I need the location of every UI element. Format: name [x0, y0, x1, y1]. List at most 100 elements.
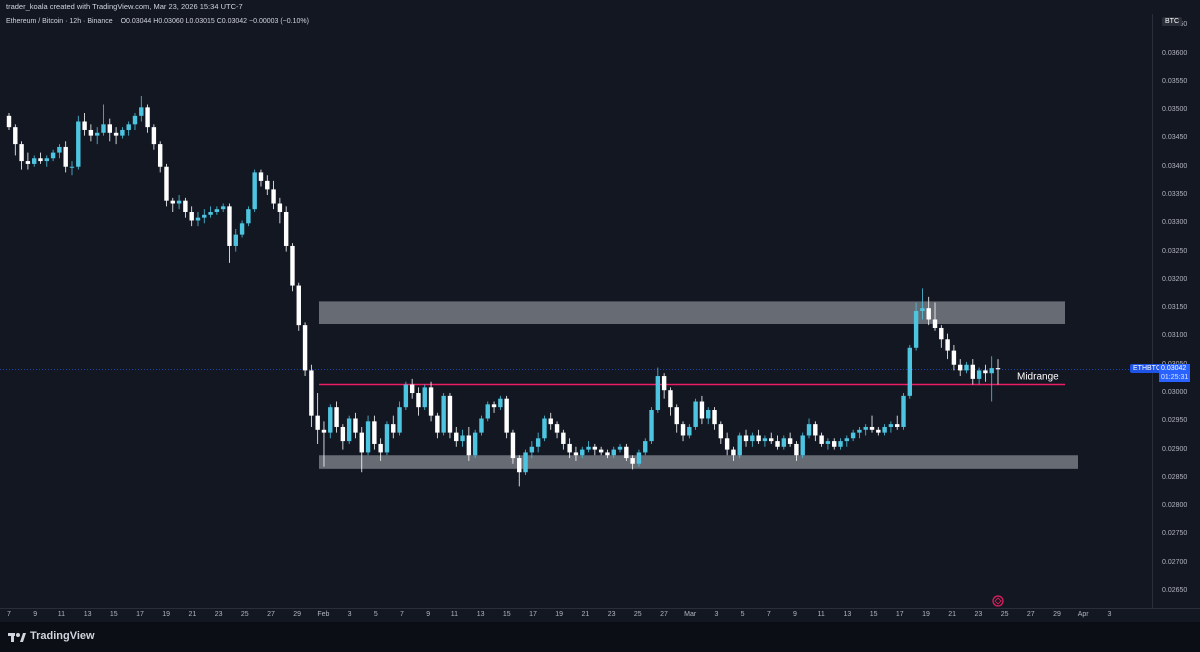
candle[interactable] [378, 438, 383, 461]
candle[interactable] [328, 404, 333, 439]
candle[interactable] [693, 398, 698, 430]
candle[interactable] [989, 356, 994, 402]
candle[interactable] [132, 113, 138, 130]
candle[interactable] [25, 152, 31, 170]
candle[interactable] [888, 421, 894, 433]
candle[interactable] [63, 141, 68, 173]
candle[interactable] [813, 421, 818, 442]
time-axis[interactable]: 7 9 11 13 15 17 19 21 23 25 27 29 Feb 3 5 7 9 11 13 15 17 19 2… [0, 608, 1200, 623]
candle[interactable] [649, 407, 654, 444]
candle[interactable] [57, 144, 62, 159]
candle[interactable] [775, 435, 780, 450]
candle[interactable] [743, 429, 749, 447]
candle[interactable] [554, 421, 560, 439]
candle[interactable] [372, 415, 377, 450]
candle[interactable] [750, 432, 755, 447]
candle[interactable] [454, 426, 459, 447]
candle[interactable] [183, 197, 188, 218]
candle[interactable] [164, 163, 169, 207]
candle[interactable] [769, 432, 774, 444]
candle[interactable] [409, 378, 415, 399]
candle[interactable] [756, 429, 761, 444]
candle[interactable] [523, 449, 528, 476]
candle[interactable] [504, 395, 509, 439]
candle[interactable] [69, 161, 75, 176]
candle[interactable] [359, 426, 364, 473]
candle[interactable] [617, 443, 623, 453]
candle[interactable] [6, 113, 12, 130]
candle[interactable] [170, 197, 175, 212]
candle[interactable] [460, 429, 465, 447]
candle[interactable] [781, 435, 787, 450]
price-axis[interactable]: 0.036500.036000.035500.035000.034500.034… [1152, 14, 1200, 608]
candle[interactable] [50, 149, 56, 162]
candle[interactable] [365, 415, 371, 456]
candle[interactable] [120, 127, 125, 139]
candle[interactable] [869, 415, 875, 433]
candle[interactable] [598, 446, 604, 456]
candle[interactable] [296, 282, 301, 331]
candle[interactable] [951, 344, 957, 371]
candle[interactable] [542, 415, 547, 442]
candle[interactable] [592, 443, 598, 456]
candle[interactable] [636, 449, 642, 467]
candle[interactable] [151, 124, 157, 150]
candle[interactable] [926, 296, 931, 326]
candle[interactable] [346, 415, 352, 444]
candle[interactable] [208, 206, 213, 218]
candle[interactable] [233, 228, 238, 252]
candle[interactable] [38, 152, 43, 164]
candle[interactable] [252, 169, 257, 212]
candle[interactable] [913, 302, 919, 351]
candle[interactable] [290, 243, 295, 292]
candle[interactable] [466, 426, 472, 461]
candle[interactable] [441, 393, 446, 436]
candle[interactable] [876, 426, 881, 436]
candle[interactable] [945, 333, 950, 360]
candle[interactable] [819, 432, 824, 447]
candle[interactable] [195, 212, 201, 227]
candle[interactable] [661, 373, 667, 399]
candle[interactable] [964, 361, 969, 374]
candle[interactable] [630, 455, 635, 470]
candle[interactable] [391, 415, 396, 439]
candle[interactable] [995, 359, 1001, 385]
candle[interactable] [189, 206, 194, 227]
candle[interactable] [882, 424, 887, 436]
candle[interactable] [498, 395, 503, 410]
candle[interactable] [214, 206, 220, 215]
candle[interactable] [535, 432, 541, 453]
candle[interactable] [176, 195, 182, 210]
candle[interactable] [113, 127, 119, 145]
candle[interactable] [19, 141, 24, 170]
candle[interactable] [258, 169, 264, 187]
candle[interactable] [548, 412, 553, 430]
candle[interactable] [857, 426, 862, 439]
candle[interactable] [939, 325, 944, 348]
candle[interactable] [624, 443, 629, 461]
candle[interactable] [794, 441, 799, 461]
candle[interactable] [731, 446, 736, 461]
candle[interactable] [844, 435, 850, 447]
candle[interactable] [302, 322, 308, 377]
candle[interactable] [397, 401, 402, 436]
candle[interactable] [384, 421, 390, 456]
candle[interactable] [561, 429, 566, 450]
candle[interactable] [655, 367, 661, 413]
candle[interactable] [586, 441, 591, 453]
candle[interactable] [277, 197, 283, 224]
candle[interactable] [31, 155, 37, 167]
candle[interactable] [246, 206, 251, 227]
candle[interactable] [435, 412, 440, 439]
candle[interactable] [321, 421, 327, 467]
candle[interactable] [680, 421, 686, 442]
candle[interactable] [687, 424, 692, 439]
candle[interactable] [895, 415, 900, 430]
candle[interactable] [416, 387, 421, 416]
candle[interactable] [340, 424, 346, 450]
candle[interactable] [674, 404, 679, 433]
candle[interactable] [737, 432, 742, 459]
candle[interactable] [932, 302, 938, 331]
candle[interactable] [44, 155, 50, 167]
candle[interactable] [491, 401, 497, 413]
